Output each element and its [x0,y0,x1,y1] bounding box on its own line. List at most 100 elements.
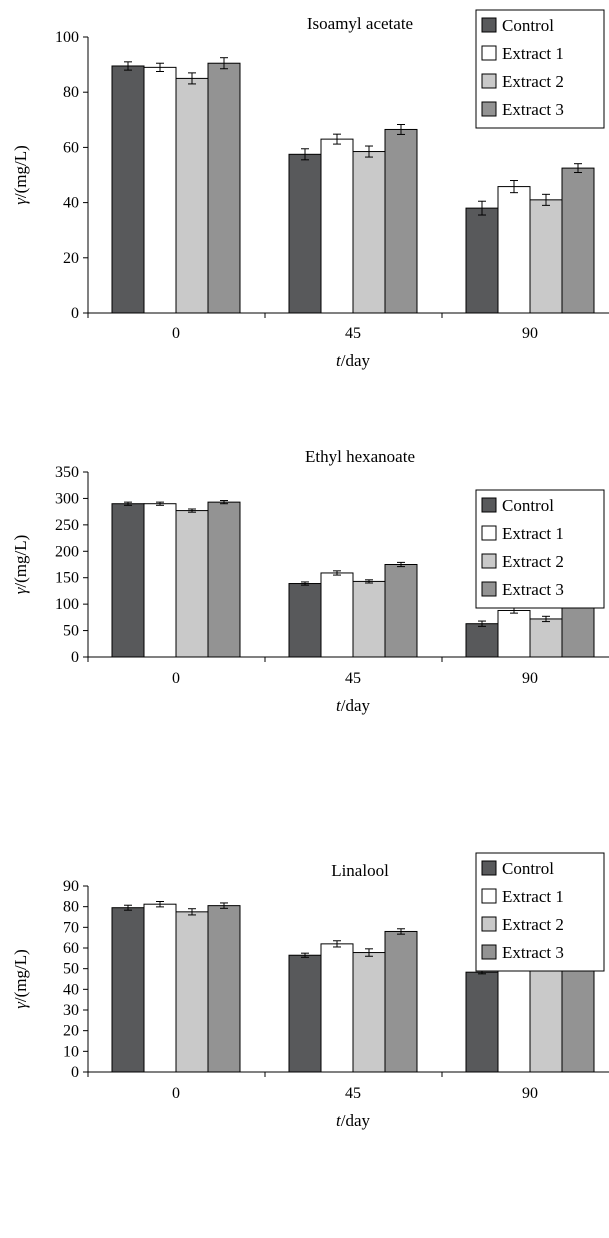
y-tick-label: 300 [55,490,79,507]
bar-control [288,583,322,658]
bar-extract-2 [352,580,386,658]
bar-extract-2 [175,911,209,1073]
chart-panel-3: Linalool 0 10 20 30 40 50 60 70 80 90 0 45 90 t/day γ/(… [11,852,609,1130]
bar-extract-3 [207,501,241,658]
legend: Control Extract 1 Extract 2 Extract 3 [475,852,605,972]
bar-extract-3 [384,128,418,314]
y-tick-label: 60 [63,139,79,156]
x-axis-label: t/day [336,1111,371,1130]
y-axis-label: γ/(mg/L) [11,949,30,1009]
bar-extract-2 [529,199,563,314]
bar-extract-1 [143,66,177,314]
chart-title: Isoamyl acetate [307,14,413,33]
x-axis-label-unit: /day [341,1111,371,1130]
x-tick-label: 45 [345,670,361,687]
bar-extract-3 [384,930,418,1073]
legend: Control Extract 1 Extract 2 Extract 3 [475,9,605,129]
y-axis-label: γ/(mg/L) [11,535,30,595]
bar-extract-1 [143,503,177,658]
x-axis-label-unit: /day [341,351,371,370]
bar-control [465,623,499,658]
bar-extract-2 [529,966,563,1073]
y-tick-label: 250 [55,517,79,534]
y-axis-label-symbol: γ [11,586,30,594]
chart-panel-2: Ethyl hexanoate 0 50 100 150 200 250 300 350 0 45 9… [11,447,609,715]
bar-extract-1 [497,960,531,1073]
y-axis-label-unit: /(mg/L) [11,949,30,1002]
legend-label: Extract 2 [502,915,564,934]
x-tick-label: 90 [522,670,538,687]
y-tick-label: 200 [55,543,79,560]
bar-extract-3 [561,602,595,658]
legend-label: Extract 2 [502,72,564,91]
legend-label: Extract 3 [502,100,564,119]
y-tick-label: 50 [63,961,79,978]
y-tick-label: 20 [63,250,79,267]
bar-extract-2 [529,618,563,658]
bar-extract-1 [320,943,354,1073]
y-tick-label: 80 [63,899,79,916]
y-tick-label: 60 [63,940,79,957]
y-axis-label-symbol: γ [11,1001,30,1009]
legend-swatch [481,525,497,541]
legend-swatch [481,888,497,904]
bar-extract-1 [320,138,354,314]
legend-label: Extract 2 [502,552,564,571]
bar-extract-3 [561,167,595,314]
bar-control [288,954,322,1073]
y-tick-label: 20 [63,1023,79,1040]
legend-swatch [481,45,497,61]
y-tick-label: 350 [55,464,79,481]
legend-swatch [481,101,497,117]
y-tick-label: 100 [55,596,79,613]
y-tick-label: 30 [63,1002,79,1019]
legend-label: Extract 1 [502,44,564,63]
x-axis-label: t/day [336,351,371,370]
y-tick-label: 0 [71,1064,79,1081]
x-tick-label: 0 [172,1085,180,1102]
legend-box [475,489,605,609]
bar-extract-2 [175,77,209,314]
legend-swatch [481,17,497,33]
legend-label: Control [502,859,554,878]
bar-control [111,65,145,314]
y-tick-label: 0 [71,305,79,322]
legend-swatch [481,916,497,932]
bar-extract-2 [352,151,386,314]
bar-control [465,971,499,1073]
x-tick-label: 90 [522,325,538,342]
y-tick-label: 50 [63,623,79,640]
x-axis-label-symbol: t [336,351,342,370]
chart-title: Linalool [331,861,389,880]
legend-box [475,9,605,129]
legend-box [475,852,605,972]
legend-label: Extract 3 [502,943,564,962]
legend-label: Control [502,16,554,35]
y-tick-label: 10 [63,1043,79,1060]
legend-label: Extract 1 [502,887,564,906]
y-axis-label-unit: /(mg/L) [11,535,30,588]
legend-label: Control [502,496,554,515]
bar-extract-3 [207,905,241,1073]
bar-control [288,153,322,314]
x-axis-label-unit: /day [341,696,371,715]
bar-extract-2 [352,952,386,1073]
y-tick-label: 80 [63,84,79,101]
bar-control [111,907,145,1073]
legend-swatch [481,860,497,876]
legend: Control Extract 1 Extract 2 Extract 3 [475,489,605,609]
y-axis-label-symbol: γ [11,197,30,205]
legend-label: Extract 3 [502,580,564,599]
legend-swatch [481,497,497,513]
legend-label: Extract 1 [502,524,564,543]
bar-extract-2 [175,510,209,658]
x-axis-label-symbol: t [336,696,342,715]
legend-swatch [481,553,497,569]
x-axis-label-symbol: t [336,1111,342,1130]
x-tick-label: 90 [522,1085,538,1102]
bar-control [111,503,145,658]
x-tick-label: 45 [345,325,361,342]
bar-extract-1 [320,572,354,658]
chart-title: Ethyl hexanoate [305,447,415,466]
